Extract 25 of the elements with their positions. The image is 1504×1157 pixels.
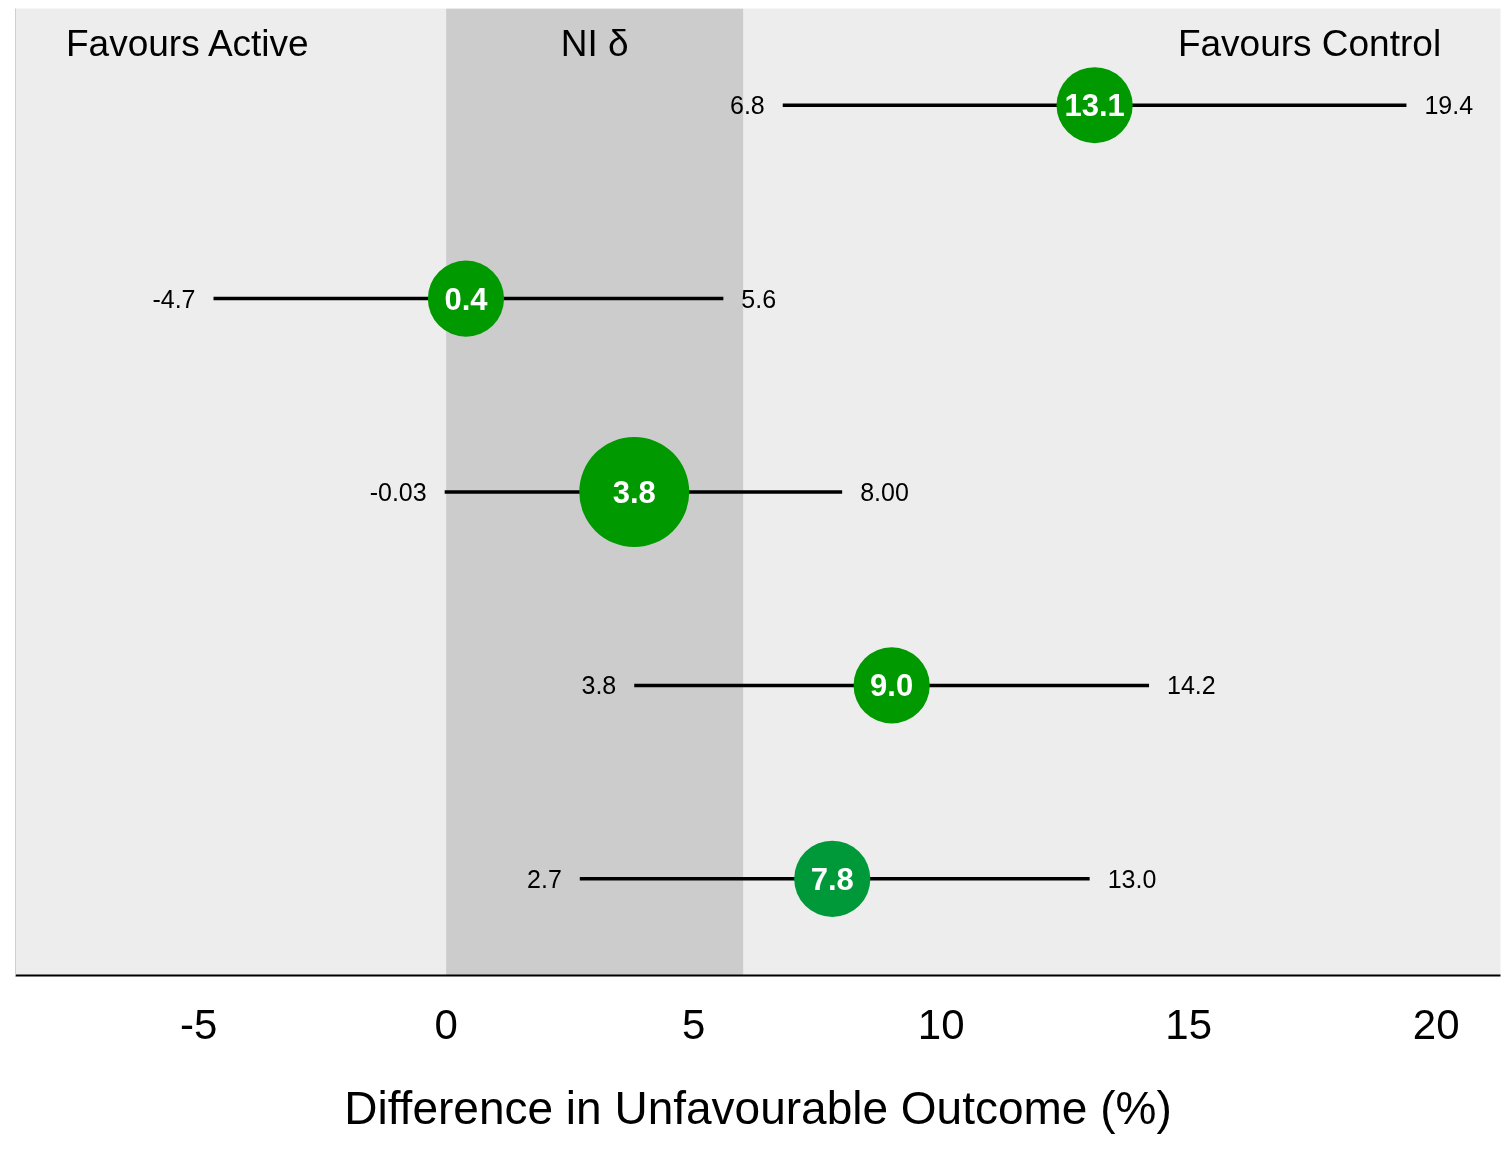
annotation: -4.7 [152, 284, 196, 313]
data-label: 0.4 [444, 281, 489, 317]
data-label: 9.0 [870, 668, 914, 704]
x-tick-label: 10 [917, 1000, 965, 1048]
data-label: 3.8 [612, 475, 656, 510]
x-tick-label: 5 [681, 1000, 706, 1048]
annotation: 5.6 [741, 284, 777, 313]
annotation: 2.7 [527, 864, 562, 893]
annotation: 8.00 [860, 478, 909, 506]
x-axis-title: Difference in Unfavourable Outcome (%) [344, 1081, 1172, 1134]
x-tick-label: 0 [434, 1000, 458, 1048]
annotation: 14.2 [1167, 671, 1216, 700]
x-tick-label: 20 [1412, 1000, 1460, 1048]
band-label: NI δ [560, 22, 629, 64]
annotation: Favours Active [65, 22, 309, 64]
annotation: 3.8 [581, 671, 617, 700]
annotation: 19.4 [1424, 91, 1474, 120]
data-label: 7.8 [810, 861, 854, 897]
data-label: 13.1 [1064, 88, 1125, 124]
annotation: Favours Control [1177, 22, 1442, 64]
annotation: -0.03 [369, 478, 427, 506]
x-tick-label: 15 [1165, 1000, 1213, 1048]
annotation: 13.0 [1107, 864, 1157, 893]
x-tick-label: -5 [179, 1000, 218, 1048]
annotation: 6.8 [730, 91, 765, 120]
